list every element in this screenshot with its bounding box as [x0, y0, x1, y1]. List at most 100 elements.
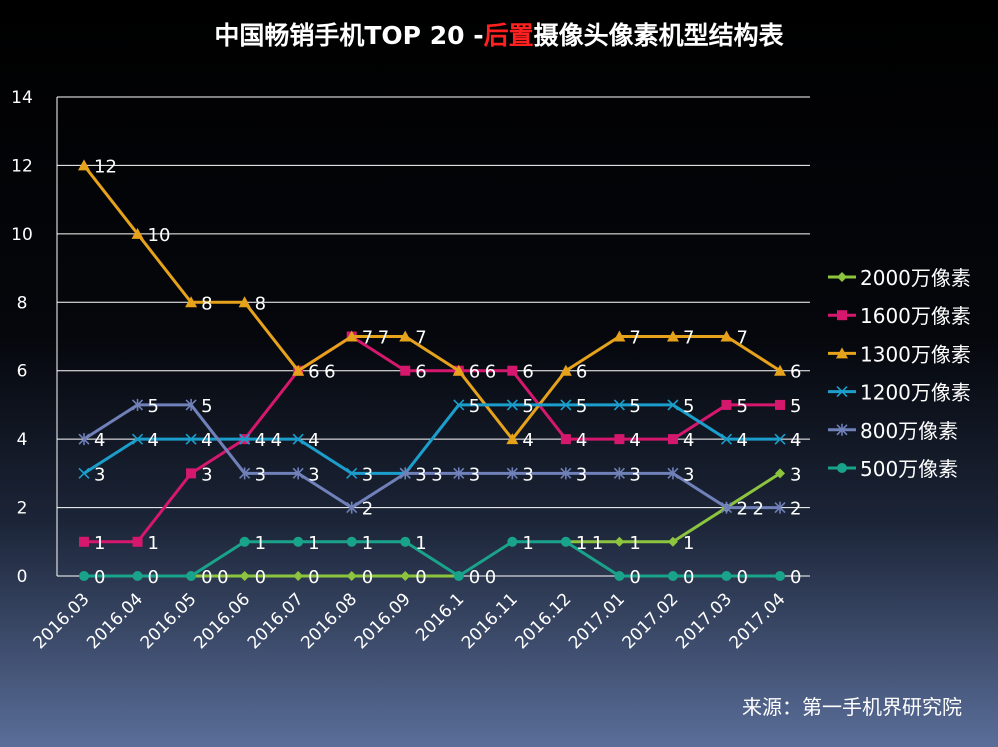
data-label: 2: [790, 499, 801, 520]
series-5: [79, 536, 786, 581]
data-label: 2: [362, 499, 373, 520]
y-tick-label: 12: [11, 156, 33, 176]
legend-label: 1600万像素: [860, 304, 971, 328]
x-tick-label: 2017.04: [726, 589, 790, 653]
data-point: [78, 467, 90, 479]
data-label: 1: [94, 533, 105, 554]
data-label: 0: [683, 567, 694, 588]
data-label: 4: [629, 430, 640, 451]
data-label: 5: [201, 396, 212, 417]
series-2: [78, 159, 787, 445]
data-label: 6: [415, 362, 426, 383]
data-point: [400, 571, 411, 581]
data-point: [131, 433, 144, 445]
data-point: [774, 364, 787, 376]
data-point: [78, 159, 90, 171]
data-point: [774, 501, 786, 514]
data-point: [720, 501, 733, 514]
data-label: 7: [378, 328, 389, 349]
y-tick-label: 2: [17, 499, 28, 519]
data-label: 6: [485, 362, 496, 383]
data-label: 0: [790, 567, 801, 588]
series-line: [83, 403, 781, 510]
data-label: 0: [629, 567, 640, 588]
data-point: [560, 536, 571, 547]
data-point: [132, 571, 143, 581]
series-line: [83, 403, 781, 475]
data-point: [614, 536, 625, 547]
data-label: 0: [736, 567, 747, 588]
data-point: [507, 365, 518, 376]
data-point: [239, 467, 251, 480]
data-point: [836, 423, 848, 436]
data-point: [346, 571, 357, 581]
data-label: 4: [255, 430, 266, 451]
x-tick-label: 2016.08: [297, 589, 361, 653]
data-point: [186, 468, 197, 479]
data-point: [186, 571, 197, 581]
data-label: 10: [148, 225, 171, 246]
data-label: 6: [469, 362, 480, 383]
data-label: 7: [629, 328, 640, 349]
legend-label: 1200万像素: [860, 381, 971, 405]
data-point: [452, 364, 465, 376]
data-label: 3: [683, 464, 694, 485]
data-point: [239, 433, 251, 445]
data-point: [775, 571, 786, 581]
data-label: 1: [308, 533, 319, 554]
data-label: 8: [201, 293, 212, 314]
data-label: 0: [217, 567, 228, 588]
data-point: [131, 398, 144, 411]
data-point: [837, 463, 847, 473]
legend-label: 800万像素: [860, 419, 958, 443]
data-point: [506, 467, 518, 480]
data-point: [185, 433, 197, 445]
data-label: 1: [522, 533, 533, 554]
legend: 2000万像素 1600万像素 1300万像素 1200万像素 800万像素 500万像素: [828, 266, 971, 481]
data-point: [560, 399, 572, 411]
data-label: 4: [790, 430, 801, 451]
data-label: 5: [522, 396, 533, 417]
data-point: [667, 536, 678, 547]
data-label: 3: [362, 464, 373, 485]
data-point: [721, 571, 732, 581]
legend-label: 500万像素: [860, 457, 958, 481]
data-label: 2: [752, 499, 763, 520]
data-label: 0: [415, 567, 426, 588]
source-note: 来源：第一手机界研究院: [742, 695, 962, 719]
data-point: [667, 399, 679, 411]
data-label: 1: [592, 533, 603, 554]
data-label: 3: [201, 464, 212, 485]
series-4: [78, 398, 786, 514]
data-label: 0: [255, 567, 266, 588]
x-tick-label: 2017.01: [565, 589, 629, 653]
data-point: [720, 330, 733, 342]
data-label: 3: [576, 464, 587, 485]
y-tick-label: 4: [17, 430, 28, 450]
data-label: 5: [790, 396, 801, 417]
data-label: 1: [362, 533, 373, 554]
x-tick-label: 2016.04: [83, 589, 147, 653]
data-label: 3: [415, 464, 426, 485]
x-tick-label: 2016.11: [458, 589, 522, 653]
data-label: 12: [94, 156, 117, 177]
data-point: [399, 467, 411, 480]
x-tick-label: 2016.09: [351, 589, 415, 653]
data-point: [239, 571, 250, 581]
x-tick-label: 2017.03: [672, 589, 736, 653]
data-point: [836, 347, 848, 359]
data-label: 6: [522, 362, 533, 383]
data-label: 2: [736, 499, 747, 520]
data-label: 0: [308, 567, 319, 588]
y-tick-label: 6: [17, 362, 28, 382]
data-label: 0: [362, 567, 373, 588]
data-label: 4: [522, 430, 533, 451]
data-point: [836, 386, 848, 398]
data-point: [613, 467, 625, 480]
series-group: [78, 159, 787, 581]
data-point: [238, 296, 251, 308]
data-point: [613, 399, 625, 411]
data-label: 6: [308, 362, 319, 383]
data-label: 5: [469, 396, 480, 417]
